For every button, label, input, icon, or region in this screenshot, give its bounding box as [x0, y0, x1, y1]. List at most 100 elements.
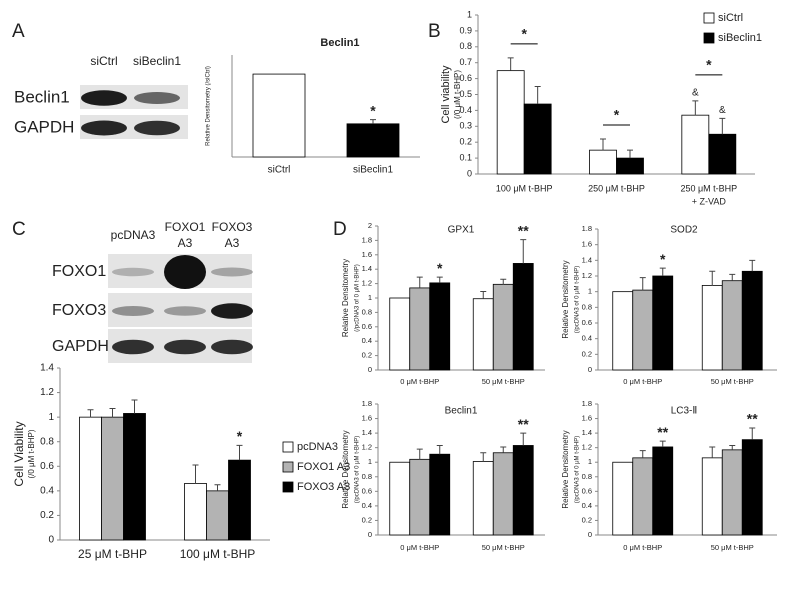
y-tick-label: 0.6	[362, 322, 372, 331]
error-bar	[600, 138, 606, 151]
y-tick-label: 0.7	[459, 57, 472, 67]
error-bar	[520, 239, 527, 264]
blot-column-label: siBeclin1	[133, 54, 181, 68]
panel-letter: A	[12, 21, 25, 42]
bar	[741, 270, 763, 371]
y-tick-label: 1	[368, 457, 372, 466]
chart-title: Beclin1	[320, 37, 359, 49]
y-tick-label: 0.6	[459, 73, 472, 83]
y-tick-label: 0.4	[362, 501, 372, 510]
panel-letter: B	[428, 21, 441, 42]
y-tick-label: 0	[48, 535, 54, 546]
error-bar	[729, 444, 736, 450]
y-tick-label: 0.6	[582, 318, 592, 327]
error-bar	[500, 446, 507, 453]
error-bar	[749, 259, 756, 272]
chart-title: Beclin1	[445, 406, 478, 417]
bar	[708, 133, 737, 175]
y-tick-label: 1.8	[362, 399, 372, 408]
blot-band	[81, 120, 127, 136]
y-tick-label: 0.6	[582, 486, 592, 495]
panel-letter: C	[12, 219, 26, 240]
x-tick-label: 100 μM t-BHP	[496, 183, 553, 193]
blot-column-label: pcDNA3	[111, 228, 156, 242]
blot-band	[112, 339, 154, 355]
y-tick-label: 1	[467, 9, 472, 19]
bar	[701, 284, 723, 371]
y-tick-label: 0.2	[459, 137, 472, 147]
bar	[429, 453, 451, 536]
y-tick-label: 0.4	[582, 334, 592, 343]
y-tick-label: 0	[588, 530, 592, 539]
legend-label: siBeclin1	[718, 32, 762, 44]
error-bar	[192, 464, 199, 484]
bar	[652, 446, 674, 536]
y-tick-label: 1.6	[362, 250, 372, 259]
chart-title: GPX1	[448, 225, 475, 236]
y-tick-label: 1.4	[582, 428, 592, 437]
bar	[523, 103, 552, 175]
bar	[492, 283, 514, 371]
y-tick-label: 0.9	[459, 25, 472, 35]
bar	[228, 459, 251, 541]
error-bar	[627, 149, 633, 159]
blot-band	[134, 92, 180, 104]
y-tick-label: 1.6	[362, 414, 372, 423]
y-tick-label: 0.2	[362, 515, 372, 524]
x-tick-label: 0 μM t-BHP	[623, 377, 662, 386]
bar	[741, 439, 763, 536]
error-bar	[520, 432, 527, 446]
y-tick-label: 1.6	[582, 240, 592, 249]
y-axis-label: Relative Densitometry	[561, 260, 570, 338]
y-tick-label: 0.8	[362, 307, 372, 316]
x-tick-label: 50 μM t-BHP	[482, 377, 525, 386]
bar	[101, 416, 124, 541]
y-axis-label: (/pcDNA3 of 0 μM t-BHP)	[355, 264, 361, 331]
error-bar	[500, 278, 507, 285]
bar	[512, 445, 534, 536]
bar	[701, 457, 723, 536]
y-tick-label: 1.2	[362, 443, 372, 452]
significance-mark: *	[437, 260, 443, 276]
error-bar	[436, 444, 443, 455]
y-tick-label: 0.1	[459, 152, 472, 162]
error-bar	[480, 291, 487, 299]
y-axis-label: (/0 μM t-BHP)	[27, 429, 36, 478]
error-bar	[109, 408, 116, 418]
y-axis-label: (/pcDNA3 of 0 μM t-BHP)	[355, 436, 361, 503]
legend-swatch	[703, 32, 715, 44]
bar	[721, 449, 743, 536]
bar	[409, 458, 431, 536]
y-tick-label: 1.8	[582, 399, 592, 408]
y-tick-label: 0.2	[582, 515, 592, 524]
legend-label: FOXO3 A3	[297, 481, 350, 493]
significance-mark: **	[518, 416, 529, 432]
x-tick-label: 0 μM t-BHP	[400, 377, 439, 386]
chart-title: LC3-Ⅱ	[671, 406, 698, 417]
blot-band	[211, 267, 253, 277]
bar	[589, 149, 617, 175]
legend-swatch	[282, 441, 294, 453]
y-tick-label: 0.6	[40, 461, 54, 472]
legend-label: pcDNA3	[297, 441, 338, 453]
error-bar	[87, 409, 94, 418]
bar	[652, 275, 674, 371]
bar	[616, 157, 644, 175]
error-bar	[480, 452, 487, 462]
x-tick-label: 50 μM t-BHP	[711, 377, 754, 386]
y-axis-label: Relative Densitometry	[341, 259, 350, 337]
blot-column-label: A3	[225, 236, 240, 250]
y-axis-label: Relative Densitometry	[561, 430, 570, 508]
blot-row-label: FOXO3	[52, 302, 106, 319]
blot-column-label: A3	[178, 236, 193, 250]
x-tick-label: 100 μM t-BHP	[180, 547, 256, 561]
error-bar	[719, 117, 726, 135]
x-tick-label: 0 μM t-BHP	[623, 543, 662, 552]
blot-band	[211, 339, 253, 355]
blot-band	[164, 255, 206, 289]
y-tick-label: 1.4	[40, 363, 54, 374]
bar	[184, 483, 207, 541]
bar	[206, 490, 229, 541]
y-tick-label: 0.5	[459, 89, 472, 99]
